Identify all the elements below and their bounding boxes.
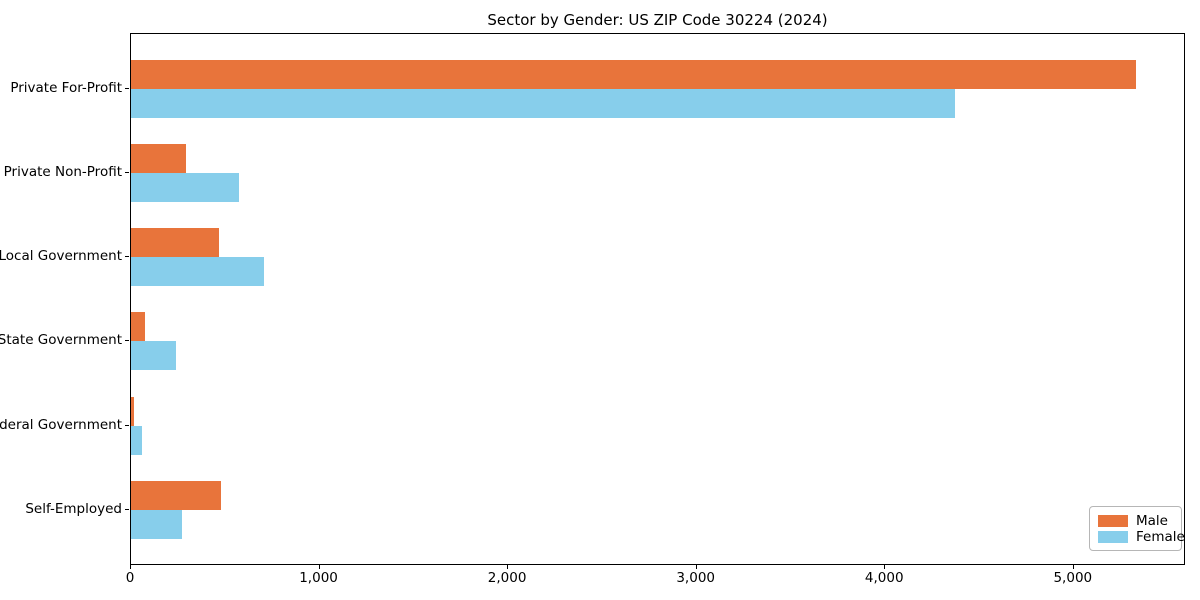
ytick-label-private-non-profit: Private Non-Profit — [3, 163, 122, 180]
ytick-label-federal-government: Federal Government — [0, 416, 122, 433]
legend-item-male: Male — [1098, 513, 1173, 529]
bar-male-self-employed — [131, 480, 221, 510]
bar-female-private-for-profit — [131, 88, 955, 118]
xtick-mark-3000 — [695, 565, 697, 569]
bar-male-state-government — [131, 312, 145, 342]
xtick-mark-1000 — [318, 565, 320, 569]
ytick-mark-state-government — [125, 340, 129, 342]
plot-area — [130, 33, 1185, 565]
legend-swatch-female — [1098, 531, 1128, 543]
legend-label-male: Male — [1136, 513, 1168, 529]
xtick-mark-4000 — [884, 565, 886, 569]
bar-male-private-for-profit — [131, 59, 1137, 89]
bar-female-self-employed — [131, 509, 182, 539]
bar-male-local-government — [131, 228, 219, 258]
legend: Male Female — [1089, 506, 1185, 551]
xtick-label-0: 0 — [125, 570, 135, 586]
xtick-label-1000: 1,000 — [299, 570, 338, 586]
ytick-mark-self-employed — [125, 508, 129, 510]
ytick-label-self-employed: Self-Employed — [25, 500, 122, 517]
xtick-label-3000: 3,000 — [676, 570, 715, 586]
bar-male-federal-government — [131, 396, 134, 426]
xtick-mark-5000 — [1072, 565, 1074, 569]
ytick-label-local-government: Local Government — [0, 248, 122, 265]
xtick-label-5000: 5,000 — [1053, 570, 1093, 586]
ytick-label-state-government: State Government — [0, 332, 122, 349]
xtick-label-4000: 4,000 — [864, 570, 904, 586]
xtick-mark-2000 — [507, 565, 509, 569]
bar-female-federal-government — [131, 425, 142, 455]
ytick-mark-private-non-profit — [125, 171, 129, 173]
legend-item-female: Female — [1098, 529, 1185, 545]
chart-title: Sector by Gender: US ZIP Code 30224 (202… — [487, 11, 828, 29]
ytick-mark-federal-government — [125, 424, 129, 426]
legend-swatch-male — [1098, 515, 1128, 527]
legend-label-female: Female — [1136, 529, 1185, 545]
ytick-label-private-for-profit: Private For-Profit — [10, 79, 122, 96]
bar-female-private-non-profit — [131, 172, 240, 202]
bar-female-local-government — [131, 257, 264, 287]
xtick-label-2000: 2,000 — [487, 570, 527, 586]
ytick-mark-private-for-profit — [125, 87, 129, 89]
xtick-mark-0 — [130, 565, 131, 569]
bar-male-private-non-profit — [131, 143, 186, 173]
ytick-mark-local-government — [125, 256, 129, 258]
bar-female-state-government — [131, 341, 177, 371]
